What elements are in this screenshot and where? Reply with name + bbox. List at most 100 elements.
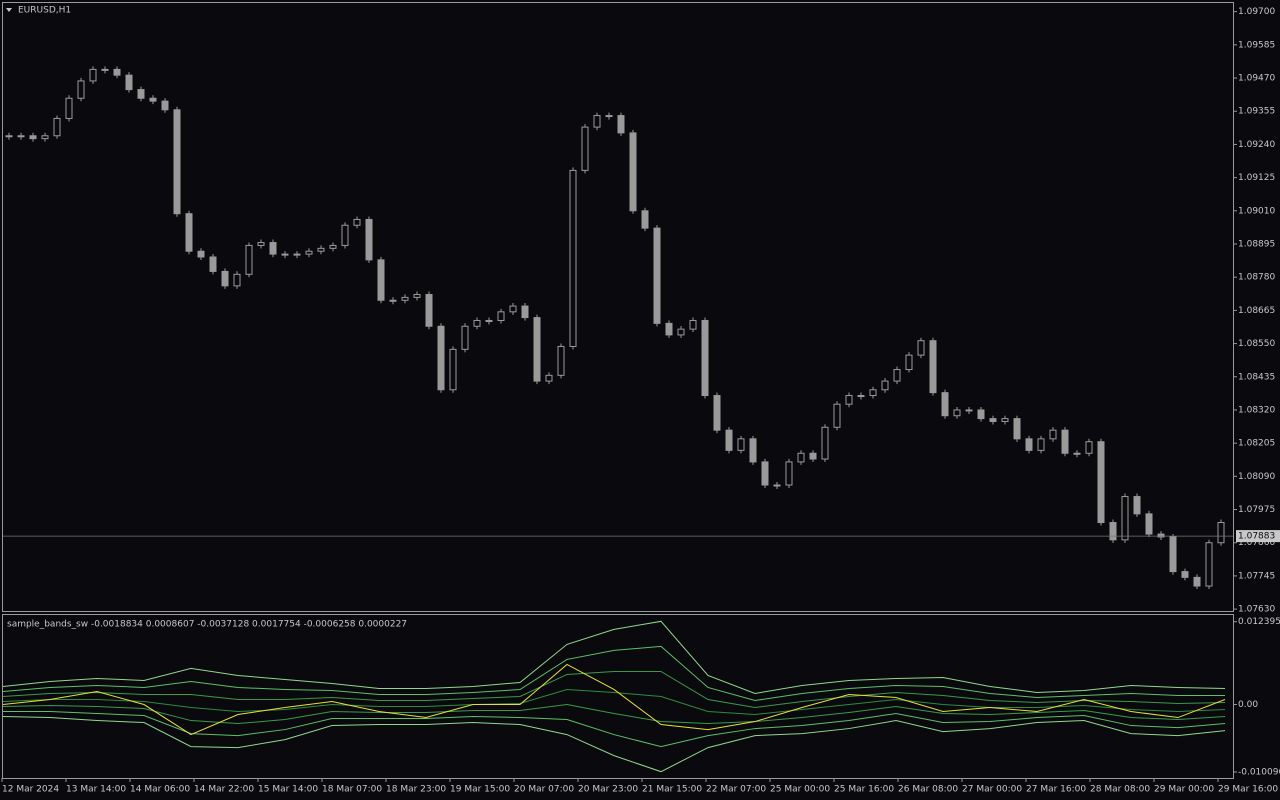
candle [953,409,961,417]
x-tick-label: 13 Mar 14:00 [66,785,126,795]
indicator-line [2,670,1226,709]
candle [53,117,61,137]
y-tick-label: 1.07860 [1238,538,1275,548]
candle [377,259,385,301]
candle [773,484,781,487]
y-tick-label: 0.00 [1238,700,1258,710]
y-tick-label: 1.09240 [1238,140,1275,150]
candle [605,115,613,118]
candle [749,438,757,463]
candle [809,452,817,460]
candle [821,426,829,460]
candle [665,322,673,336]
candle [1193,576,1201,587]
y-tick-label: 1.08780 [1238,273,1275,283]
x-tick-label: 22 Mar 07:00 [706,785,766,795]
candle [65,97,73,119]
candle [761,461,769,486]
x-tick-label: 27 Mar 00:00 [962,785,1022,795]
candle [629,132,637,212]
candle [1097,441,1105,524]
candle [89,68,97,82]
last-price-box [1236,530,1280,543]
candle [977,409,985,420]
y-tick-label: 1.08435 [1238,372,1275,382]
candle [1025,438,1033,451]
y-tick-label: 1.08665 [1238,306,1275,316]
candle [413,294,421,298]
y-tick-label: 1.07745 [1238,571,1275,581]
candle [161,100,169,111]
candle [893,369,901,382]
candle [281,253,289,256]
indicator-line [2,704,1226,725]
symbol-menu-icon[interactable] [6,8,12,12]
candle [533,317,541,382]
candle [641,210,649,229]
x-tick-label: 21 Mar 15:00 [642,785,702,795]
candle [1157,533,1165,538]
indicator-line [2,716,1226,773]
candle [881,380,889,391]
candle [1133,496,1141,515]
x-tick-label: 29 Mar 00:00 [1154,785,1214,795]
x-tick-label: 14 Mar 22:00 [194,785,254,795]
candle [29,135,37,140]
y-tick-label: 1.07975 [1238,505,1275,515]
candle [989,418,997,423]
candle [1181,571,1189,578]
candle [209,256,217,272]
candle [485,319,493,322]
candle [353,218,361,226]
candle [581,126,589,171]
candle [1085,441,1093,454]
candle [125,74,133,91]
x-tick-label: 28 Mar 08:00 [1090,785,1150,795]
candle [497,311,505,321]
candle [113,68,121,76]
candle [1145,513,1153,535]
y-tick-label: -0.010096 [1238,767,1280,777]
candle [1037,438,1045,451]
indicator-line [2,688,1226,716]
indicator-line [2,645,1225,702]
candle [41,135,49,140]
x-tick-label: 26 Mar 08:00 [898,785,958,795]
x-tick-label: 12 Mar 2024 [2,785,59,795]
candle [941,392,949,417]
y-tick-label: 1.09010 [1238,206,1275,216]
candle [785,461,793,486]
y-tick-label: 1.08205 [1238,439,1275,449]
candle [173,109,181,215]
candle [389,299,397,302]
candle [305,250,313,255]
candle [725,429,733,451]
x-tick-label: 15 Mar 14:00 [258,785,318,795]
x-tick-label: 19 Mar 15:00 [450,785,510,795]
x-tick-label: 20 Mar 07:00 [514,785,574,795]
x-tick-label: 14 Mar 06:00 [130,785,190,795]
candle [869,389,877,397]
candle [197,250,205,258]
candle [401,296,409,301]
indicator-line [3,711,1226,748]
candle [929,340,937,394]
indicator-title: sample_bands_sw -0.0018834 0.0008607 -0.… [7,620,407,630]
candle [149,97,157,102]
x-tick-label: 27 Mar 16:00 [1026,785,1086,795]
last-price-label: 1.07883 [1238,532,1275,542]
candle [509,305,517,313]
candle [857,395,865,398]
candle [317,247,325,252]
candle [5,135,13,138]
candle [245,244,253,275]
candle [293,253,301,256]
candle [437,325,445,391]
main-panel-frame [2,2,1234,612]
candle [1061,429,1069,454]
y-tick-label: 1.09700 [1238,7,1275,17]
candle [677,328,685,336]
y-tick-label: 1.09355 [1238,107,1275,117]
